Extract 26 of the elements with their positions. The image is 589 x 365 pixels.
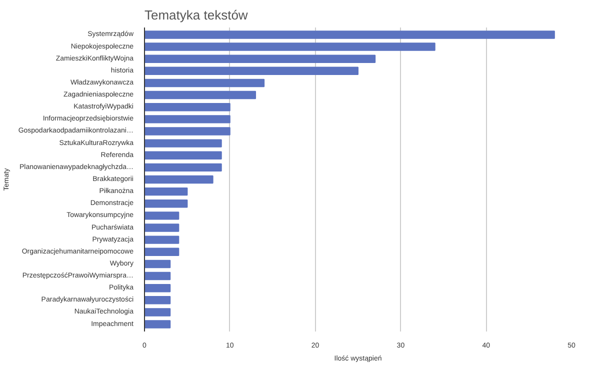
- bar: [144, 151, 222, 160]
- chart-title: Tematyka tekstów: [144, 8, 248, 22]
- bar: [144, 78, 265, 88]
- bar: [144, 212, 180, 220]
- bar: [144, 90, 256, 100]
- bar: [144, 163, 222, 172]
- bar: [144, 115, 230, 124]
- bar: [144, 200, 188, 208]
- bar: [144, 260, 171, 268]
- bar: [144, 42, 436, 51]
- bar: [144, 236, 180, 244]
- bar: [144, 127, 230, 136]
- bar: [144, 308, 171, 316]
- bar: [144, 54, 376, 63]
- bar: [144, 66, 358, 76]
- bar: [144, 224, 180, 232]
- bar: [144, 272, 171, 280]
- bar: [144, 30, 555, 39]
- bar: [144, 320, 171, 328]
- bar: [144, 139, 222, 148]
- bar: [144, 248, 180, 256]
- bar: [144, 296, 171, 304]
- bar: [144, 187, 188, 196]
- bar: [144, 103, 230, 112]
- bar: [144, 284, 171, 292]
- bar: [144, 175, 214, 184]
